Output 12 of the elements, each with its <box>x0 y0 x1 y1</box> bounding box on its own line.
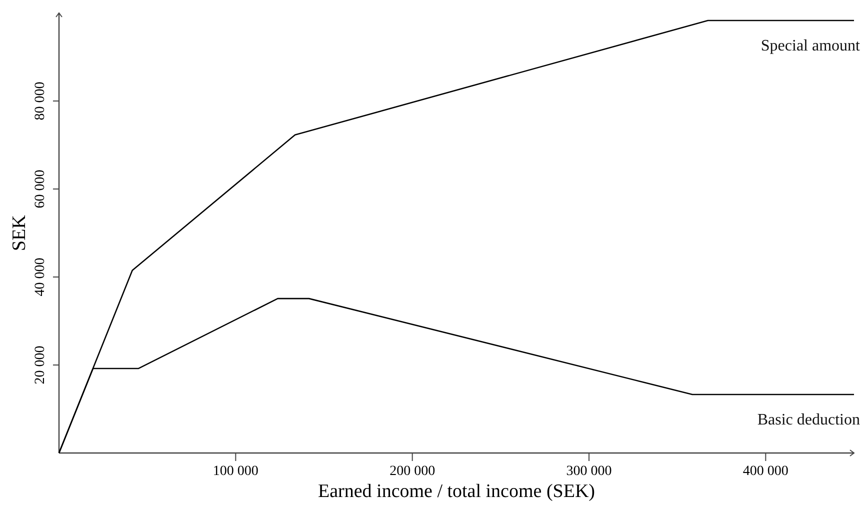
y-tick-label: 60 000 <box>33 170 48 208</box>
y-tick-label: 20 000 <box>33 346 48 384</box>
x-tick-label: 100 000 <box>212 464 258 479</box>
series-label: Basic deduction <box>757 411 860 428</box>
x-tick-label: 200 000 <box>390 464 436 479</box>
y-tick-label: 40 000 <box>33 258 48 296</box>
x-tick-label: 400 000 <box>742 464 788 479</box>
x-tick-label: 300 000 <box>566 464 612 479</box>
x-axis-title: Earned income / total income (SEK) <box>318 481 595 502</box>
series-label: Special amount <box>760 37 861 54</box>
y-tick-label: 80 000 <box>33 82 48 120</box>
y-axis-title: SEK <box>9 214 30 251</box>
